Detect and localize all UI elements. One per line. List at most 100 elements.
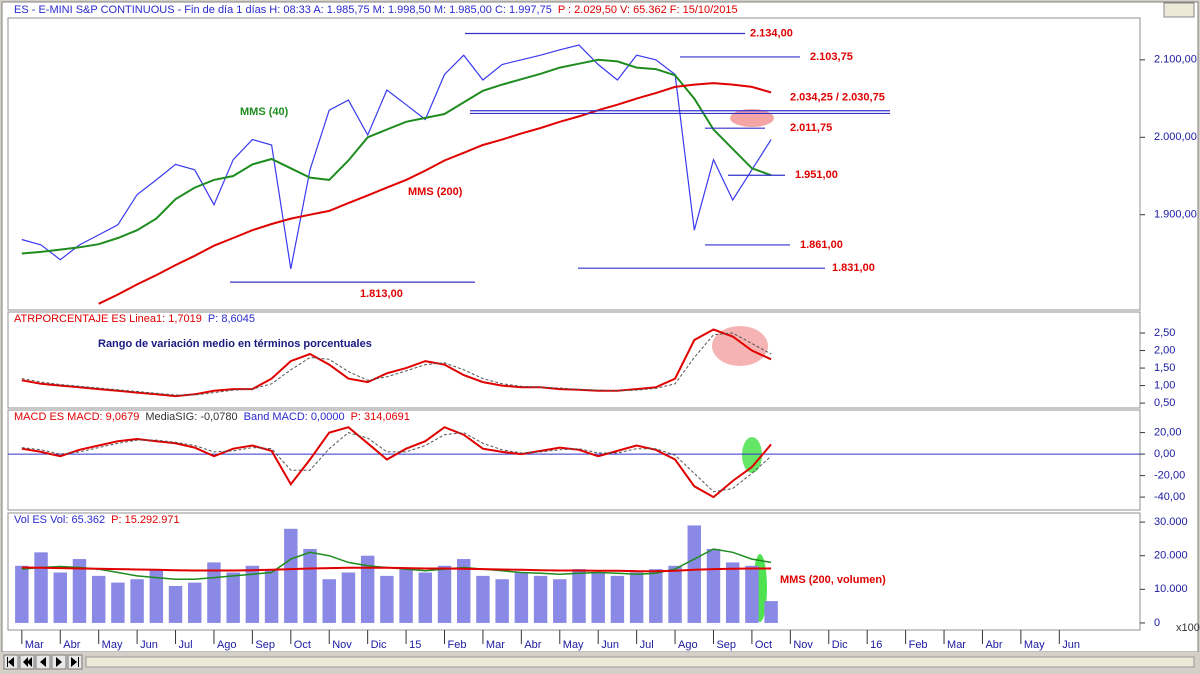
x-tick-label: Mar <box>486 639 505 651</box>
x-tick-label: Abr <box>985 639 1002 651</box>
volume-bar <box>553 579 567 623</box>
volume-bar <box>591 572 605 623</box>
y-tick-label: 0 <box>1154 617 1160 629</box>
volume-bar <box>303 548 317 623</box>
icon <box>23 657 32 667</box>
y-tick-label: 0,50 <box>1154 397 1175 409</box>
icon <box>71 657 79 667</box>
icon <box>40 657 46 667</box>
chart-area <box>1 1 1199 653</box>
level-label: 1.813,00 <box>360 288 403 300</box>
y-tick-label: 20,00 <box>1154 426 1182 438</box>
series-line <box>21 328 772 398</box>
panel-title: P: 314,0691 <box>351 411 410 423</box>
y-tick-label: 1,50 <box>1154 362 1175 374</box>
volume-bar <box>745 565 759 623</box>
volume-bar <box>111 582 125 623</box>
volume-bar <box>687 525 701 623</box>
panel-frame <box>7 311 1141 409</box>
x-tick-label: Abr <box>524 639 541 651</box>
annotation: MMS (200) <box>408 186 463 198</box>
x-tick-label: Feb <box>448 639 467 651</box>
x-tick-label: May <box>102 639 123 651</box>
panel-frame <box>7 512 1141 631</box>
x-tick-label: May <box>563 639 584 651</box>
volume-bar <box>130 579 144 623</box>
volume-bar <box>437 565 452 623</box>
volume-bar <box>610 575 625 623</box>
y-tick-label: -20,00 <box>1154 469 1185 481</box>
y-tick-label: 30.000 <box>1154 516 1188 528</box>
volume-bar <box>533 575 548 623</box>
chart-title: P : 2.029,50 V: 65.362 F: 15/10/2015 <box>558 4 738 16</box>
panel-frame <box>7 17 1141 311</box>
x-tick-label: Jul <box>179 639 193 651</box>
panel-title: P: 15.292.971 <box>111 514 180 526</box>
x-tick-label: Sep <box>716 639 736 651</box>
level-label: 2.134,00 <box>750 27 793 39</box>
series-line <box>21 432 772 493</box>
window-controls[interactable] <box>1163 2 1195 18</box>
x-tick-label: Sep <box>255 639 275 651</box>
panel-title: ATRPORCENTAJE ES Linea1: 1,7019 <box>14 313 202 325</box>
panel-title: Vol ES Vol: 65.362 <box>14 514 105 526</box>
volume-bar <box>91 575 106 623</box>
panel-title: MACD ES MACD: 9,0679 <box>14 411 139 423</box>
panel-title: P: 8,6045 <box>208 313 255 325</box>
volume-bar <box>149 569 164 623</box>
level-label: 2.011,75 <box>790 122 832 134</box>
volume-bar <box>188 582 202 623</box>
y-tick-label: 10.000 <box>1154 583 1188 595</box>
series-line <box>21 566 772 573</box>
series-line <box>21 44 772 270</box>
volume-bar <box>72 559 87 623</box>
volume-bar <box>380 575 394 623</box>
x-tick-label: Feb <box>909 639 928 651</box>
annotation: Rango de variación medio en términos por… <box>98 338 372 350</box>
volume-bar <box>322 579 336 623</box>
series-line <box>21 58 772 255</box>
x-tick-label: Mar <box>25 639 44 651</box>
nav-buttons <box>3 654 83 670</box>
x-tick-label: Ago <box>678 639 698 651</box>
volume-bar <box>418 572 433 623</box>
annotation: MMS (40) <box>240 106 289 118</box>
x-tick-label: Jul <box>640 639 654 651</box>
x-tick-label: Jun <box>601 639 619 651</box>
x-tick-label: Abr <box>63 639 80 651</box>
x-tick-label: 15 <box>409 639 421 651</box>
volume-bar <box>649 569 663 623</box>
y-tick-label: 2.000,00 <box>1154 131 1197 143</box>
volume-bar <box>226 572 240 623</box>
volume-bar <box>360 555 375 623</box>
series-line <box>98 82 772 305</box>
icon <box>56 657 62 667</box>
x-tick-label: Ago <box>217 639 237 651</box>
level-label: 1.951,00 <box>795 169 838 181</box>
volume-bar <box>668 565 682 623</box>
icon <box>7 657 14 667</box>
x-tick-label: Nov <box>793 639 813 651</box>
volume-bar <box>15 565 29 623</box>
volume-bar <box>341 572 356 623</box>
volume-bar <box>629 572 644 623</box>
x-tick-label: 16 <box>870 639 882 651</box>
x-tick-label: Dic <box>371 639 387 651</box>
volume-bar <box>53 572 67 623</box>
highlight <box>712 326 768 366</box>
volume-bar <box>264 569 279 623</box>
highlight <box>742 437 762 473</box>
volume-bar <box>725 562 740 623</box>
x-tick-label: May <box>1024 639 1045 651</box>
volume-bar <box>706 548 721 623</box>
scrollbar[interactable] <box>85 656 1195 668</box>
panel-title: Band MACD: 0,0000 <box>244 411 345 423</box>
level-label: 2.034,25 / 2.030,75 <box>790 92 885 104</box>
y-tick-label: -40,00 <box>1154 491 1185 503</box>
y-unit: x100 <box>1176 622 1200 634</box>
x-tick-label: Oct <box>294 639 311 651</box>
y-tick-label: 0,00 <box>1154 448 1175 460</box>
volume-bar <box>495 579 509 623</box>
volume-bar <box>514 572 529 623</box>
